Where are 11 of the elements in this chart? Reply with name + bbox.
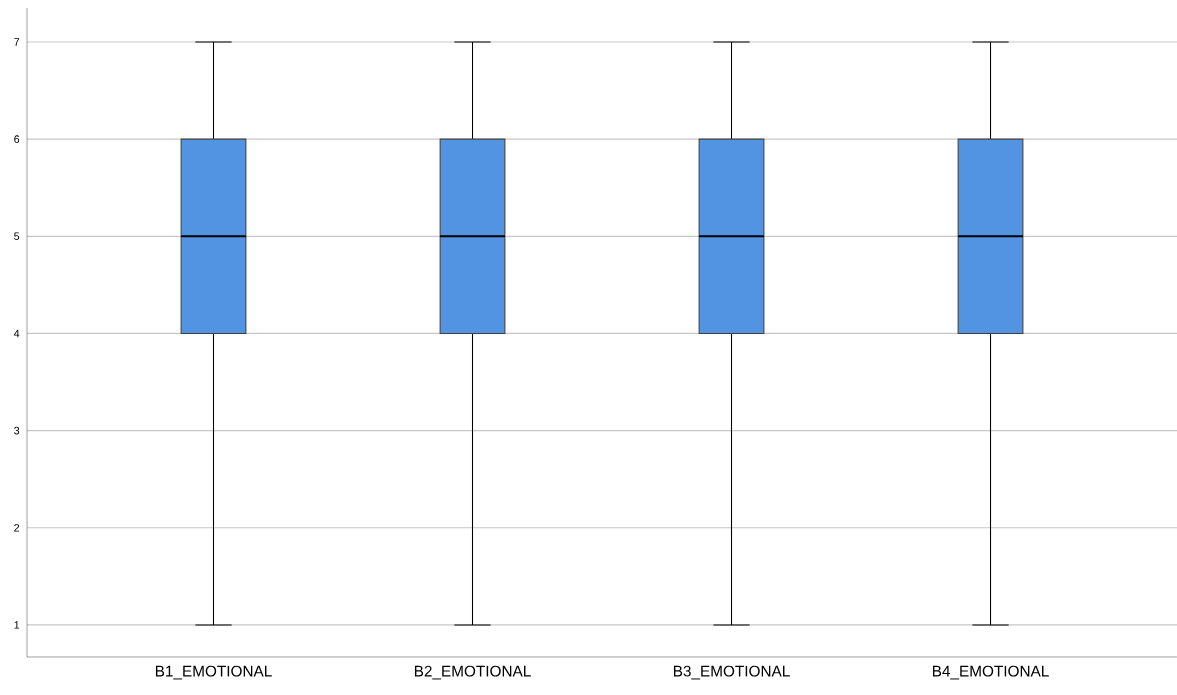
x-tick-label: B3_EMOTIONAL [673, 665, 790, 680]
x-tick-label: B4_EMOTIONAL [932, 665, 1049, 680]
y-tick-label: 7 [14, 38, 20, 46]
y-tick-label: 3 [14, 426, 20, 435]
y-tick-label: 2 [14, 524, 20, 532]
x-tick-label: B2_EMOTIONAL [414, 665, 531, 680]
y-tick-label: 4 [13, 329, 20, 338]
y-tick-label: 5 [14, 232, 20, 241]
y-tick-label: 1 [14, 621, 20, 629]
x-tick-label: B1_EMOTIONAL [155, 665, 272, 680]
y-tick-label: 6 [14, 135, 20, 143]
